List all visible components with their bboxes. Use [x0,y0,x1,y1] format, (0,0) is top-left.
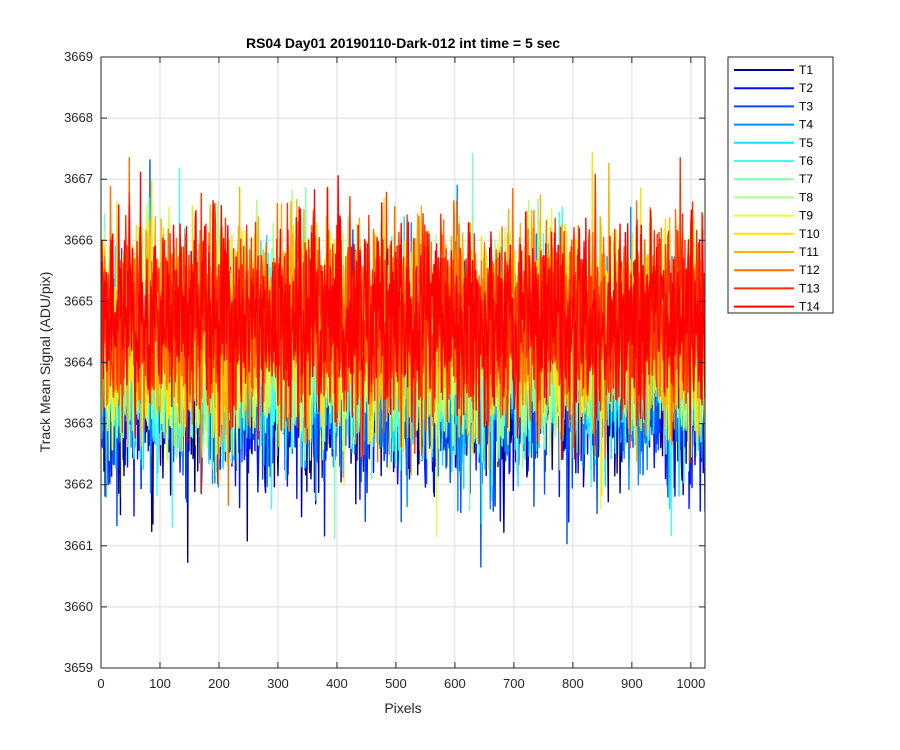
legend-label-t11: T11 [799,245,819,259]
legend-label-t13: T13 [799,281,820,295]
y-axis-label: Track Mean Signal (ADU/pix) [37,272,53,453]
x-tick-label: 400 [326,676,348,691]
legend-label-t8: T8 [799,190,813,204]
legend: T1 T2 T3 T4 T5 T6 T7 T8 T9 T10 T11 T12 T13 T14 [727,56,834,314]
x-tick-label: 800 [562,676,584,691]
legend-label-t5: T5 [799,136,813,150]
y-tick-label: 3664 [64,355,93,370]
y-tick-label: 3668 [64,110,93,125]
x-tick-label: 1000 [676,676,705,691]
y-tick-label: 3659 [64,660,93,675]
y-tick-label: 3666 [64,232,93,247]
y-tick-label: 3662 [64,477,93,492]
x-tick-label: 0 [97,676,104,691]
x-axis-label: Pixels [384,700,421,716]
legend-label-t6: T6 [799,154,813,168]
y-tick-label: 3663 [64,416,93,431]
legend-label-t9: T9 [799,209,813,223]
axis-ticks: 0 100 200 300 400 500 600 700 800 900 1000 3659 3660… [64,49,705,691]
x-tick-label: 600 [444,676,466,691]
legend-label-t1: T1 [799,63,813,77]
series-line-t13 [101,157,705,457]
x-tick-label: 200 [208,676,230,691]
x-tick-label: 300 [267,676,289,691]
legend-label-t2: T2 [799,81,813,95]
legend-label-t7: T7 [799,172,813,186]
legend-label-t12: T12 [799,263,820,277]
x-tick-label: 100 [149,676,171,691]
series-line-t14 [101,171,705,464]
x-tick-label: 500 [385,676,407,691]
x-tick-label: 700 [503,676,525,691]
chart-title: RS04 Day01 20190110-Dark-012 int time = … [246,35,560,51]
y-tick-label: 3665 [64,293,93,308]
x-tick-label: 900 [621,676,643,691]
legend-label-t10: T10 [799,227,820,241]
series-layer [101,151,705,568]
legend-label-t4: T4 [799,118,813,132]
legend-label-t3: T3 [799,99,813,113]
y-tick-label: 3669 [64,49,93,64]
legend-label-t14: T14 [799,300,820,314]
y-tick-label: 3660 [64,599,93,614]
y-tick-label: 3667 [64,171,93,186]
y-tick-label: 3661 [64,538,93,553]
